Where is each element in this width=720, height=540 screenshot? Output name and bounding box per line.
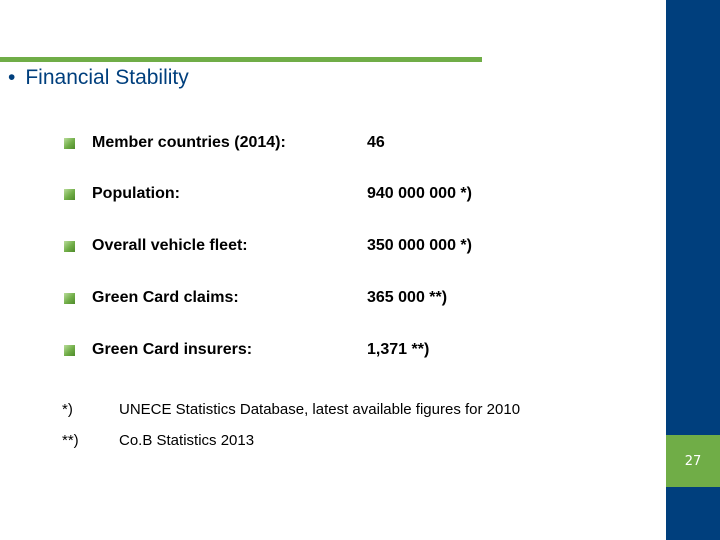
footnote-text: UNECE Statistics Database, latest availa… bbox=[119, 400, 521, 418]
stat-value: 365 000 **) bbox=[367, 289, 448, 306]
list-item: Green Card claims: 365 000 **) bbox=[64, 281, 544, 315]
list-item: Overall vehicle fleet: 350 000 000 *) bbox=[64, 229, 544, 263]
list-item: Green Card insurers: 1,371 **) bbox=[64, 333, 544, 367]
footnote-text: Co.B Statistics 2013 bbox=[119, 431, 255, 449]
stat-label: Population: bbox=[92, 185, 180, 202]
stat-value: 940 000 000 *) bbox=[367, 185, 472, 202]
page-number: 27 bbox=[684, 453, 702, 469]
square-bullet-icon bbox=[64, 292, 75, 304]
title-bullet: • bbox=[8, 66, 16, 89]
slide-title: • Financial Stability bbox=[8, 66, 189, 90]
page-number-badge: 27 bbox=[666, 435, 720, 487]
stat-label: Green Card insurers: bbox=[92, 341, 253, 358]
footnote-mark: **) bbox=[62, 431, 79, 449]
list-item: Population: 940 000 000 *) bbox=[64, 177, 544, 211]
square-bullet-icon bbox=[64, 240, 75, 252]
stat-label: Member countries (2014): bbox=[92, 134, 286, 151]
stat-label: Green Card claims: bbox=[92, 289, 239, 306]
stat-label: Overall vehicle fleet: bbox=[92, 237, 248, 254]
footnote: *) UNECE Statistics Database, latest ava… bbox=[62, 398, 582, 420]
footnote: **) Co.B Statistics 2013 bbox=[62, 429, 582, 451]
list-item: Member countries (2014): 46 bbox=[64, 126, 544, 160]
square-bullet-icon bbox=[64, 344, 75, 356]
footnote-mark: *) bbox=[62, 400, 73, 418]
stat-value: 46 bbox=[367, 134, 385, 151]
top-rule bbox=[0, 57, 482, 62]
square-bullet-icon bbox=[64, 137, 75, 149]
square-bullet-icon bbox=[64, 188, 75, 200]
slide-title-text: Financial Stability bbox=[25, 66, 189, 89]
stat-value: 350 000 000 *) bbox=[367, 237, 472, 254]
stat-value: 1,371 **) bbox=[367, 341, 430, 358]
